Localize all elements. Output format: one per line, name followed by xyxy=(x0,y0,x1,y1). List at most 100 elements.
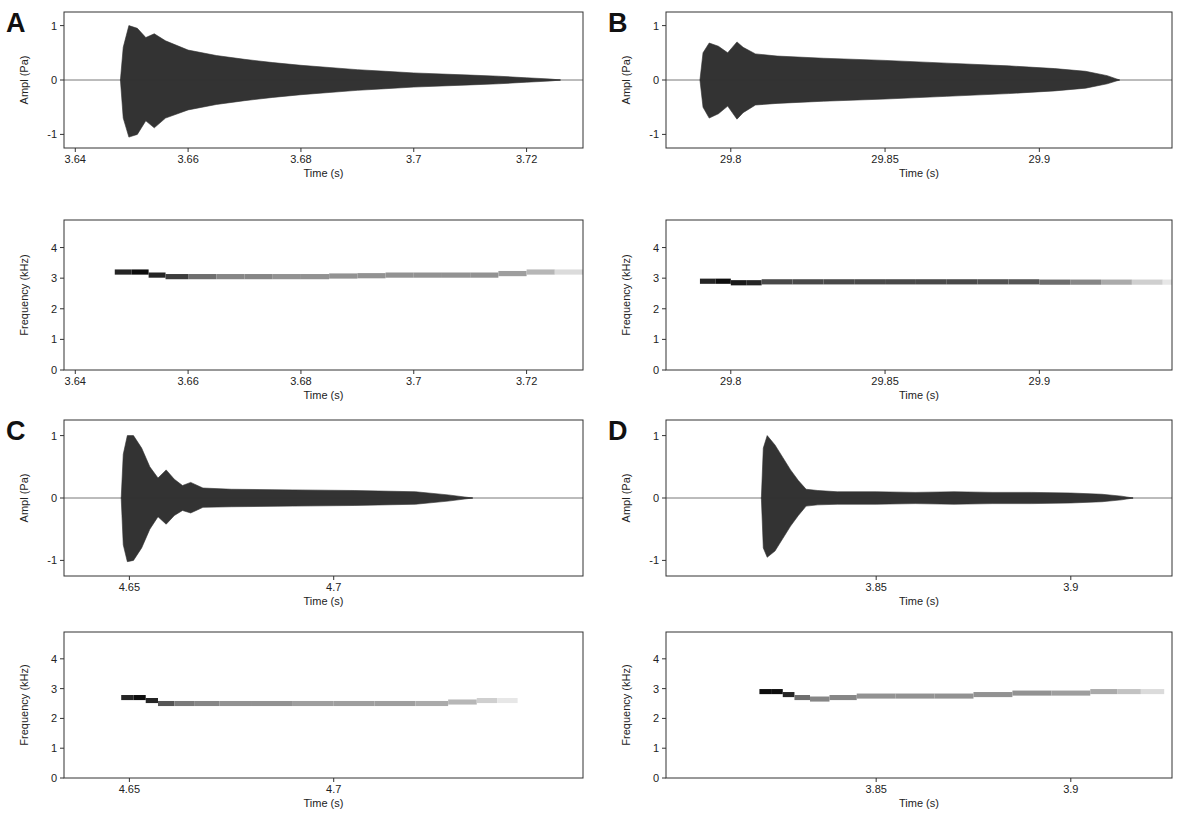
y-tick-label: -1 xyxy=(649,128,659,140)
plot-frame xyxy=(666,220,1172,370)
panel-plot: 29.829.8529.9-101Time (s)Ampl (Pa)B xyxy=(608,8,1172,179)
x-axis-title: Time (s) xyxy=(304,389,344,401)
y-tick-label: 2 xyxy=(653,712,659,724)
spectral-cell xyxy=(1008,279,1039,284)
y-tick-label: 4 xyxy=(653,653,659,665)
x-tick-label: 3.72 xyxy=(516,153,537,165)
x-tick xyxy=(526,148,527,152)
y-tick-label: 0 xyxy=(51,364,57,376)
x-tick-label: 29.85 xyxy=(871,375,899,387)
spectral-cell xyxy=(1118,689,1141,694)
y-tick xyxy=(662,370,666,371)
x-tick xyxy=(300,148,301,152)
x-tick xyxy=(333,576,334,580)
marks xyxy=(700,279,1172,286)
y-tick-label: 3 xyxy=(653,683,659,695)
x-tick xyxy=(300,370,301,374)
y-tick-label: 0 xyxy=(51,74,57,86)
marks xyxy=(666,42,1172,119)
y-tick-label: 1 xyxy=(653,742,659,754)
y-tick xyxy=(662,748,666,749)
spectral-cell xyxy=(823,279,854,284)
waveform-envelope xyxy=(761,498,1133,557)
y-axis-title: Frequency (kHz) xyxy=(620,664,632,745)
y-tick-label: 1 xyxy=(51,430,57,442)
y-axis-title: Ampl (Pa) xyxy=(620,474,632,523)
y-tick xyxy=(60,435,64,436)
spectral-cell xyxy=(166,274,189,279)
spectral-cell xyxy=(132,269,149,274)
y-tick xyxy=(662,658,666,659)
y-axis-title: Frequency (kHz) xyxy=(18,254,30,335)
spectral-cell xyxy=(1090,689,1117,694)
y-tick-label: 3 xyxy=(51,683,57,695)
y-tick-label: 2 xyxy=(653,303,659,315)
spectral-cell xyxy=(916,279,947,284)
y-tick-label: 0 xyxy=(653,364,659,376)
y-tick xyxy=(662,778,666,779)
y-tick-label: 0 xyxy=(51,772,57,784)
y-tick-label: -1 xyxy=(649,554,659,566)
waveform-envelope xyxy=(121,498,472,562)
x-axis-title: Time (s) xyxy=(304,797,344,809)
x-tick xyxy=(188,148,189,152)
spectral-cell xyxy=(497,698,517,703)
y-tick-label: 1 xyxy=(51,20,57,32)
spectral-cell xyxy=(414,273,442,278)
spectral-cell xyxy=(746,280,761,285)
spectral-cell xyxy=(935,694,974,699)
y-tick-label: 1 xyxy=(653,20,659,32)
panel-plot: 3.643.663.683.73.7201234Time (s)Frequenc… xyxy=(18,220,583,401)
spectral-cell xyxy=(195,701,220,706)
x-axis-title: Time (s) xyxy=(899,167,939,179)
y-tick-label: 0 xyxy=(653,74,659,86)
x-tick xyxy=(876,778,877,782)
spectral-cell xyxy=(301,274,329,279)
x-tick-label: 29.9 xyxy=(1029,375,1050,387)
spectral-cell xyxy=(1070,280,1101,285)
y-axis-title: Frequency (kHz) xyxy=(18,664,30,745)
y-tick xyxy=(662,435,666,436)
x-tick xyxy=(129,778,130,782)
x-tick xyxy=(413,370,414,374)
plot-frame xyxy=(666,420,1172,576)
spectral-cell xyxy=(357,273,385,278)
x-tick xyxy=(413,148,414,152)
marks xyxy=(64,26,583,138)
spectral-cell xyxy=(810,697,829,702)
y-tick xyxy=(662,278,666,279)
y-tick-label: 0 xyxy=(51,492,57,504)
waveform-envelope xyxy=(700,80,1120,119)
x-tick xyxy=(75,148,76,152)
y-tick-label: 1 xyxy=(653,430,659,442)
y-tick xyxy=(662,25,666,26)
x-tick-label: 3.85 xyxy=(865,783,886,795)
spectral-cell xyxy=(188,274,216,279)
spectral-cell xyxy=(219,701,252,706)
x-tick-label: 3.64 xyxy=(65,153,86,165)
x-tick xyxy=(1070,778,1071,782)
y-tick xyxy=(60,688,64,689)
y-tick-label: 1 xyxy=(51,333,57,345)
y-tick-label: 4 xyxy=(653,242,659,254)
y-tick xyxy=(60,778,64,779)
spectral-cell xyxy=(700,279,715,284)
marks xyxy=(121,695,517,706)
y-tick-label: 3 xyxy=(51,272,57,284)
spectral-cell xyxy=(759,689,771,694)
x-tick-label: 3.85 xyxy=(865,581,886,593)
x-tick xyxy=(885,148,886,152)
spectral-cell xyxy=(448,699,477,704)
y-tick-label: -1 xyxy=(47,554,57,566)
spectral-cell xyxy=(1141,689,1164,694)
spectral-cell xyxy=(973,692,1012,697)
x-axis-title: Time (s) xyxy=(899,595,939,607)
spectral-cell xyxy=(216,274,244,279)
figure: 3.643.663.683.73.72-101Time (s)Ampl (Pa)… xyxy=(0,0,1180,818)
y-tick xyxy=(662,688,666,689)
waveform-envelope xyxy=(120,80,560,137)
y-tick xyxy=(60,748,64,749)
plot-frame xyxy=(666,12,1172,148)
x-axis-title: Time (s) xyxy=(899,389,939,401)
x-tick-label: 3.66 xyxy=(177,375,198,387)
